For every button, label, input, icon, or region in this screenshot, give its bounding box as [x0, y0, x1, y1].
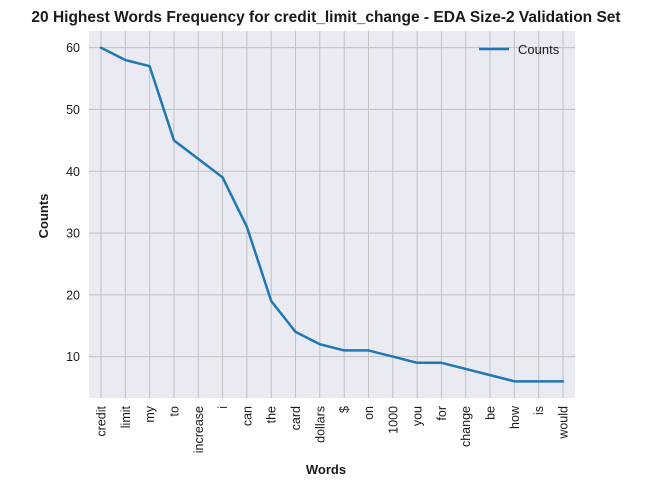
y-tick-label: 40 [66, 165, 80, 179]
x-tick-label: dollars [313, 406, 327, 443]
x-tick-label: to [167, 406, 181, 416]
series-line-counts [99, 46, 565, 383]
y-tick-label: 50 [66, 103, 80, 117]
y-axis-ticks: 10 20 30 40 50 60 [66, 41, 80, 364]
y-axis-label: Counts [36, 194, 51, 239]
y-tick-label: 60 [66, 41, 80, 55]
plot-area [89, 31, 575, 398]
x-tick-label: i [216, 406, 230, 409]
x-tick-label: on [362, 406, 376, 420]
x-tick-label: increase [192, 406, 206, 453]
x-tick-label: my [143, 405, 157, 422]
x-tick-label: $ [338, 406, 352, 413]
x-tick-label: the [265, 406, 279, 423]
x-tick-label: would [557, 406, 571, 440]
x-tick-label: limit [119, 405, 133, 428]
x-tick-label: be [484, 406, 498, 420]
x-tick-label: card [289, 406, 303, 430]
x-tick-label: change [459, 406, 473, 447]
x-tick-label: for [435, 406, 449, 421]
y-tick-label: 10 [66, 350, 80, 364]
x-axis-ticks: credit limit my to increase i can the card dollar… [95, 405, 571, 453]
x-tick-label: how [508, 405, 522, 429]
x-tick-label: can [240, 406, 254, 426]
legend-label-counts: Counts [518, 42, 560, 57]
grid-lines [89, 31, 575, 398]
chart-title: 20 Highest Words Frequency for credit_li… [31, 9, 620, 26]
x-tick-label: credit [95, 405, 109, 436]
x-tick-label: is [532, 406, 546, 415]
legend: Counts [479, 42, 560, 57]
series-lines [99, 46, 565, 383]
x-tick-label: you [411, 406, 425, 426]
x-axis-label: Words [306, 462, 346, 477]
y-tick-label: 30 [66, 227, 80, 241]
y-tick-label: 20 [66, 288, 80, 302]
x-tick-label: 1000 [386, 406, 400, 434]
